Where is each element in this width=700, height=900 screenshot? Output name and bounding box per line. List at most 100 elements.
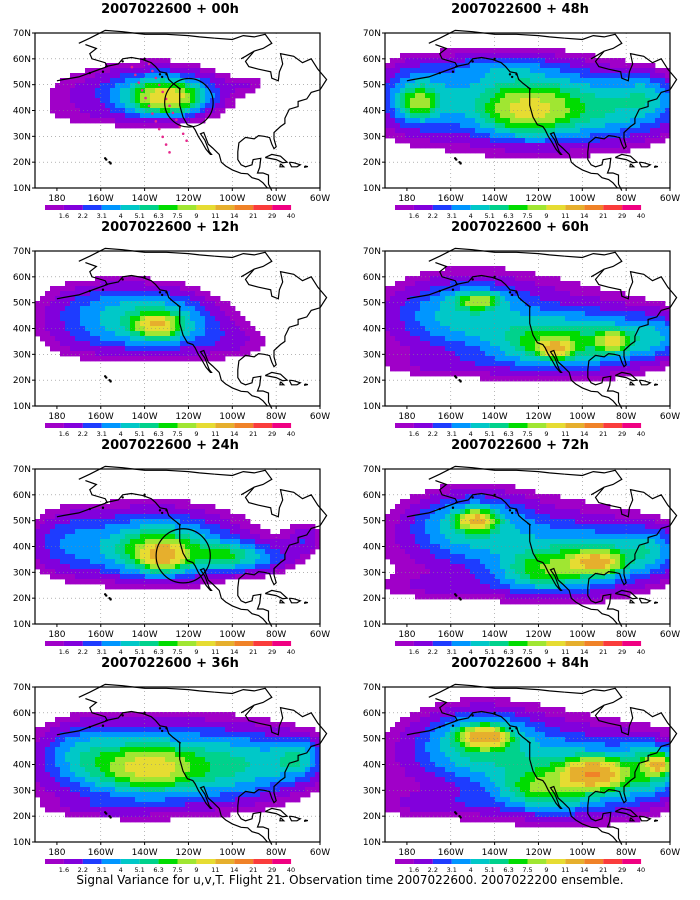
colorbar-label: 21 xyxy=(599,648,607,654)
colorbar-swatch xyxy=(584,205,604,210)
colorbar-swatch xyxy=(527,641,547,646)
colorbar-label: 9 xyxy=(544,430,548,436)
lat-label: 30N xyxy=(13,786,31,796)
colorbar-swatch xyxy=(622,641,642,646)
lat-label: 40N xyxy=(13,543,31,553)
colorbar-label: 6.3 xyxy=(153,648,163,654)
colorbar-swatch xyxy=(603,641,623,646)
coastline xyxy=(406,683,678,845)
colorbar-label: 21 xyxy=(599,866,607,872)
colorbar-label: 29 xyxy=(268,212,276,218)
coastline xyxy=(56,683,328,845)
lon-label: 60W xyxy=(310,630,330,640)
map-panel: 2007022600 + 84h 70N 60N 50N 40N 30N 20N 10N 180… xyxy=(350,656,690,872)
colorbar-swatch xyxy=(253,205,273,210)
lon-label: 160W xyxy=(438,848,464,858)
lat-label: 20N xyxy=(363,376,381,386)
lon-label: 80W xyxy=(266,412,286,422)
colorbar-label: 6.3 xyxy=(503,866,513,872)
lat-label: 40N xyxy=(13,325,31,335)
colorbar-swatch xyxy=(196,859,216,864)
colorbar-label: 4 xyxy=(469,430,473,436)
colorbar-label: 7.5 xyxy=(522,430,532,436)
colorbar-swatch xyxy=(546,859,566,864)
colorbar-swatch xyxy=(63,641,83,646)
colorbar-swatch xyxy=(101,423,121,428)
map-panel: 2007022600 + 24h 70N 60N 50N 40N 30N 20N 10N 180… xyxy=(0,438,340,654)
colorbar-label: 14 xyxy=(580,648,588,654)
lon-label: 180 xyxy=(48,848,65,858)
colorbar-swatch xyxy=(177,859,197,864)
lat-label: 60N xyxy=(363,55,381,65)
colorbar-swatch xyxy=(508,423,528,428)
coastline xyxy=(56,29,328,191)
panel-title: 2007022600 + 48h xyxy=(451,2,589,17)
colorbar-label: 7.5 xyxy=(522,212,532,218)
lon-label: 60W xyxy=(660,412,680,422)
lat-label: 30N xyxy=(363,350,381,360)
lat-label: 10N xyxy=(13,184,31,194)
colorbar-label: 4 xyxy=(119,430,123,436)
colorbar-label: 7.5 xyxy=(172,866,182,872)
lon-label: 80W xyxy=(616,412,636,422)
colorbar-label: 2.2 xyxy=(78,430,88,436)
lon-label: 160W xyxy=(438,630,464,640)
colorbar-swatch xyxy=(508,859,528,864)
variance-field xyxy=(35,712,321,823)
colorbar-label: 5.1 xyxy=(484,212,494,218)
colorbar-swatch xyxy=(622,423,642,428)
colorbar-swatch xyxy=(584,423,604,428)
colorbar-label: 11 xyxy=(561,212,569,218)
colorbar-swatch xyxy=(234,641,254,646)
colorbar-swatch xyxy=(45,641,64,646)
colorbar-swatch xyxy=(177,641,197,646)
colorbar-label: 4 xyxy=(119,866,123,872)
lat-label: 20N xyxy=(363,594,381,604)
map-panel: 2007022600 + 12h 70N 60N 50N 40N 30N 20N 10N 180… xyxy=(0,220,340,436)
colorbar-swatch xyxy=(272,205,292,210)
colorbar-label: 40 xyxy=(637,212,645,218)
lat-label: 70N xyxy=(363,683,381,693)
colorbar-label: 3.1 xyxy=(447,212,457,218)
lon-label: 160W xyxy=(438,194,464,204)
colorbar-label: 4 xyxy=(119,648,123,654)
colorbar-swatch xyxy=(215,205,235,210)
colorbar-swatch xyxy=(120,641,140,646)
lon-label: 140W xyxy=(132,412,158,422)
colorbar-swatch xyxy=(527,423,547,428)
map-panel: 2007022600 + 48h 70N 60N 50N 40N 30N 20N 10N 180… xyxy=(350,2,690,218)
lat-label: 50N xyxy=(13,735,31,745)
colorbar-label: 3.1 xyxy=(97,212,107,218)
panel-title: 2007022600 + 84h xyxy=(451,656,589,671)
lon-label: 160W xyxy=(88,412,114,422)
colorbar-swatch xyxy=(489,423,509,428)
colorbar: 1.6 2.2 3.1 4 5.1 6.3 7.5 9 11 14 21 29 40 xyxy=(395,205,645,218)
colorbar-label: 5.1 xyxy=(484,648,494,654)
colorbar-swatch xyxy=(120,423,140,428)
lon-label: 160W xyxy=(88,630,114,640)
lat-label: 60N xyxy=(363,709,381,719)
colorbar-label: 11 xyxy=(211,648,219,654)
lon-label: 140W xyxy=(132,194,158,204)
colorbar-label: 2.2 xyxy=(428,212,438,218)
colorbar-label: 14 xyxy=(580,212,588,218)
lat-label: 30N xyxy=(363,568,381,578)
colorbar-label: 40 xyxy=(637,430,645,436)
lon-label: 180 xyxy=(398,412,415,422)
colorbar-swatch xyxy=(508,205,528,210)
colorbar-swatch xyxy=(470,205,490,210)
colorbar-swatch xyxy=(139,641,159,646)
lat-label: 50N xyxy=(13,517,31,527)
colorbar-label: 5.1 xyxy=(484,430,494,436)
lat-label: 10N xyxy=(13,838,31,848)
lat-label: 60N xyxy=(13,273,31,283)
colorbar-label: 2.2 xyxy=(78,866,88,872)
lat-label: 40N xyxy=(363,107,381,117)
colorbar-label: 9 xyxy=(194,648,198,654)
lon-label: 60W xyxy=(310,848,330,858)
colorbar-label: 14 xyxy=(230,430,238,436)
lat-label: 70N xyxy=(13,683,31,693)
colorbar-swatch xyxy=(215,423,235,428)
colorbar-swatch xyxy=(489,859,509,864)
colorbar-label: 2.2 xyxy=(428,430,438,436)
